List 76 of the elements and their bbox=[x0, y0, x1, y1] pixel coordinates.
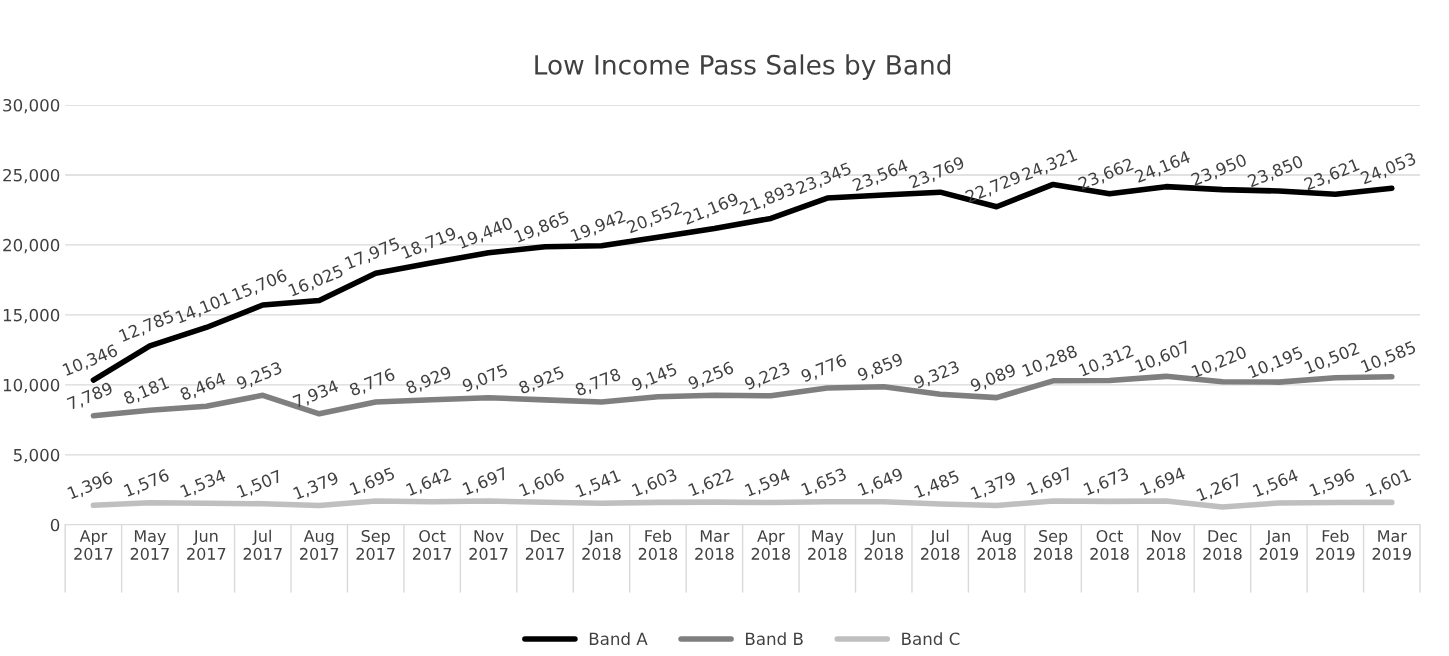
x-tick-label: Jul 2018 bbox=[921, 529, 960, 560]
data-label: 9,145 bbox=[630, 362, 679, 393]
data-label: 1,267 bbox=[1196, 472, 1243, 503]
data-label: 8,464 bbox=[179, 371, 228, 403]
x-tick-label: Aug 2017 bbox=[300, 530, 339, 560]
x-tick-label: Jan 2019 bbox=[1259, 530, 1299, 560]
x-tick-label: Nov 2018 bbox=[1146, 530, 1186, 560]
x-tick-label: May 2018 bbox=[808, 530, 847, 560]
x-tick-label: Dec 2017 bbox=[525, 530, 564, 560]
x-tick-label: Oct 2018 bbox=[1090, 529, 1129, 560]
data-label: 1,697 bbox=[462, 466, 509, 497]
data-label: 1,697 bbox=[1026, 466, 1074, 497]
data-label: 1,396 bbox=[67, 470, 114, 501]
data-label: 9,323 bbox=[913, 360, 961, 391]
x-tick-label: Apr 2017 bbox=[74, 530, 113, 560]
data-label: 9,256 bbox=[687, 360, 735, 392]
data-label: 1,541 bbox=[575, 469, 622, 499]
data-label: 1,694 bbox=[1139, 466, 1187, 497]
y-tick-label: 25,000 bbox=[3, 168, 60, 184]
data-label: 1,534 bbox=[179, 468, 228, 500]
legend-label: Band C bbox=[902, 632, 960, 646]
y-tick-label: 30,000 bbox=[3, 98, 60, 114]
x-tick-label: Jul 2017 bbox=[243, 529, 282, 560]
data-label: 8,929 bbox=[405, 365, 453, 396]
data-label: 1,564 bbox=[1252, 468, 1300, 499]
data-label: 9,859 bbox=[856, 352, 905, 383]
x-tick-label: Jan 2018 bbox=[582, 530, 621, 560]
data-label: 1,606 bbox=[518, 467, 566, 499]
data-label: 8,925 bbox=[518, 365, 566, 396]
data-label: 9,223 bbox=[743, 361, 792, 392]
data-label: 1,594 bbox=[744, 468, 792, 499]
x-tick-label: Jun 2017 bbox=[187, 530, 226, 560]
x-tick-label: Oct 2017 bbox=[412, 529, 452, 560]
data-label: 1,642 bbox=[405, 467, 453, 498]
data-label: 1,653 bbox=[800, 467, 848, 498]
data-label: 1,695 bbox=[349, 466, 396, 497]
data-label: 8,778 bbox=[574, 367, 622, 398]
data-label: 1,601 bbox=[1365, 468, 1412, 499]
data-label: 1,507 bbox=[236, 469, 284, 500]
data-label: 1,603 bbox=[631, 468, 679, 499]
data-label: 9,776 bbox=[800, 353, 848, 384]
x-tick-label: May 2017 bbox=[130, 530, 169, 560]
legend-label: Band A bbox=[589, 632, 648, 646]
data-label: 8,776 bbox=[348, 367, 397, 398]
data-label: 9,075 bbox=[461, 363, 509, 394]
data-label: 9,253 bbox=[235, 361, 284, 392]
data-label: 1,485 bbox=[913, 469, 961, 500]
chart-title: Low Income Pass Sales by Band bbox=[535, 54, 951, 80]
x-tick-label: Apr 2018 bbox=[751, 530, 791, 560]
x-tick-label: Mar 2019 bbox=[1372, 530, 1411, 560]
x-tick-label: Mar 2018 bbox=[695, 530, 734, 560]
data-label: 1,649 bbox=[857, 467, 905, 498]
x-tick-label: Aug 2018 bbox=[977, 530, 1016, 560]
data-label: 1,596 bbox=[1308, 468, 1356, 499]
x-tick-label: Feb 2018 bbox=[638, 529, 678, 560]
data-label: 9,089 bbox=[969, 363, 1018, 394]
legend-label: Band B bbox=[746, 632, 803, 646]
data-label: 7,789 bbox=[66, 381, 114, 412]
data-label: 1,379 bbox=[970, 471, 1018, 502]
y-tick-label: 5,000 bbox=[13, 448, 60, 464]
x-tick-label: Sep 2017 bbox=[356, 529, 395, 560]
y-tick-label: 10,000 bbox=[3, 378, 60, 394]
x-tick-label: Sep 2018 bbox=[1033, 529, 1073, 560]
data-label: 1,576 bbox=[123, 468, 171, 499]
data-label: 7,934 bbox=[292, 379, 340, 410]
y-tick-label: 15,000 bbox=[3, 308, 60, 324]
x-tick-label: Jun 2018 bbox=[864, 530, 903, 560]
data-label: 1,622 bbox=[688, 468, 735, 498]
y-tick-label: 0 bbox=[50, 518, 60, 532]
y-tick-label: 20,000 bbox=[3, 238, 60, 254]
x-tick-label: Dec 2018 bbox=[1203, 530, 1242, 560]
data-label: 1,379 bbox=[292, 471, 340, 502]
x-tick-label: Nov 2017 bbox=[469, 530, 508, 560]
data-label: 1,673 bbox=[1083, 467, 1130, 498]
x-tick-label: Feb 2019 bbox=[1316, 529, 1355, 560]
data-label: 8,181 bbox=[122, 376, 170, 407]
